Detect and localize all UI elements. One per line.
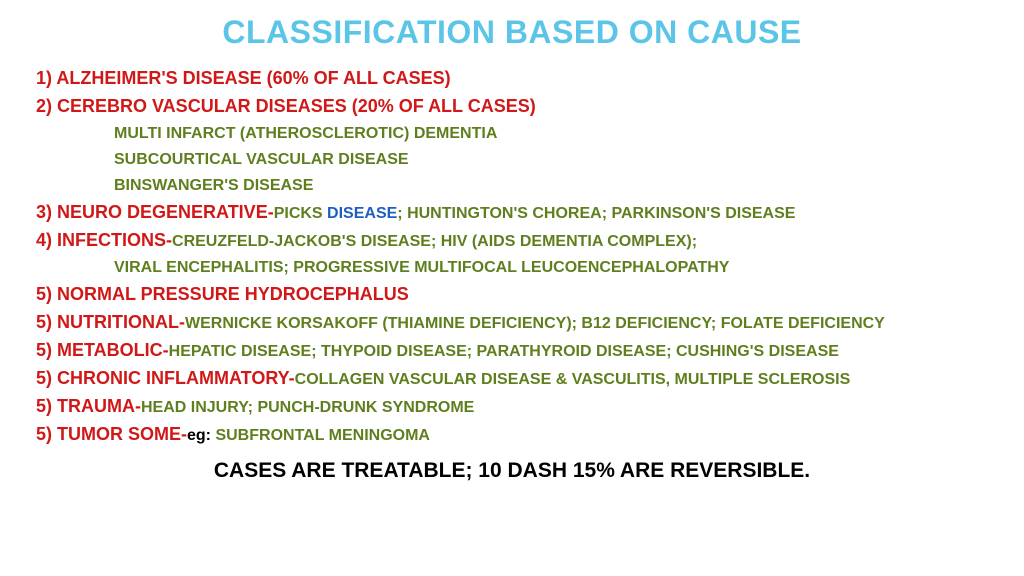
text-segment: PICKS <box>274 205 327 222</box>
main-line: 4) INFECTIONS-CREUZFELD-JACKOB'S DISEASE… <box>36 227 988 255</box>
text-segment: MULTI INFARCT (ATHEROSCLEROTIC) DEMENTIA <box>114 125 497 142</box>
main-line: 1) ALZHEIMER'S DISEASE (60% OF ALL CASES… <box>36 65 988 93</box>
text-segment: 5) NUTRITIONAL- <box>36 312 185 332</box>
main-line: 5) CHRONIC INFLAMMATORY-COLLAGEN VASCULA… <box>36 365 988 393</box>
text-segment: CREUZFELD-JACKOB'S DISEASE; HIV (AIDS DE… <box>172 233 697 250</box>
text-segment: 4) INFECTIONS- <box>36 230 172 250</box>
sub-line: BINSWANGER'S DISEASE <box>36 173 988 199</box>
main-line: 5) NORMAL PRESSURE HYDROCEPHALUS <box>36 281 988 309</box>
text-segment: ; HUNTINGTON'S CHOREA; PARKINSON'S DISEA… <box>397 205 795 222</box>
text-segment: DISEASE <box>327 205 397 222</box>
sub-line: SUBCOURTICAL VASCULAR DISEASE <box>36 147 988 173</box>
text-segment: 5) NORMAL PRESSURE HYDROCEPHALUS <box>36 284 409 304</box>
text-segment: SUBFRONTAL MENINGOMA <box>215 427 430 444</box>
text-segment: BINSWANGER'S DISEASE <box>114 177 313 194</box>
footer-note: CASES ARE TREATABLE; 10 DASH 15% ARE REV… <box>36 459 988 483</box>
sub-line: MULTI INFARCT (ATHEROSCLEROTIC) DEMENTIA <box>36 121 988 147</box>
text-segment: 5) TRAUMA- <box>36 396 141 416</box>
main-line: 2) CEREBRO VASCULAR DISEASES (20% OF ALL… <box>36 93 988 121</box>
text-segment: 2) CEREBRO VASCULAR DISEASES (20% OF ALL… <box>36 96 536 116</box>
text-segment: eg: <box>187 427 215 444</box>
text-segment: 5) TUMOR SOME- <box>36 424 187 444</box>
text-segment: 5) CHRONIC INFLAMMATORY- <box>36 368 295 388</box>
text-segment: WERNICKE KORSAKOFF (THIAMINE DEFICIENCY)… <box>185 315 885 332</box>
main-line: 5) METABOLIC-HEPATIC DISEASE; THYPOID DI… <box>36 337 988 365</box>
text-segment: SUBCOURTICAL VASCULAR DISEASE <box>114 151 409 168</box>
main-line: 5) NUTRITIONAL-WERNICKE KORSAKOFF (THIAM… <box>36 309 988 337</box>
main-line: 3) NEURO DEGENERATIVE-PICKS DISEASE; HUN… <box>36 199 988 227</box>
text-segment: 1) ALZHEIMER'S DISEASE (60% OF ALL CASES… <box>36 68 451 88</box>
text-segment: 3) NEURO DEGENERATIVE- <box>36 202 274 222</box>
text-segment: HEAD INJURY; PUNCH-DRUNK SYNDROME <box>141 399 474 416</box>
slide-container: CLASSIFICATION BASED ON CAUSE 1) ALZHEIM… <box>0 0 1024 483</box>
sub-line: VIRAL ENCEPHALITIS; PROGRESSIVE MULTIFOC… <box>36 255 988 281</box>
text-segment: HEPATIC DISEASE; THYPOID DISEASE; PARATH… <box>169 343 839 360</box>
slide-title: CLASSIFICATION BASED ON CAUSE <box>36 14 988 51</box>
text-segment: COLLAGEN VASCULAR DISEASE & VASCULITIS, … <box>295 371 851 388</box>
main-line: 5) TRAUMA-HEAD INJURY; PUNCH-DRUNK SYNDR… <box>36 393 988 421</box>
text-segment: VIRAL ENCEPHALITIS; PROGRESSIVE MULTIFOC… <box>114 259 729 276</box>
body-list: 1) ALZHEIMER'S DISEASE (60% OF ALL CASES… <box>36 65 988 449</box>
main-line: 5) TUMOR SOME-eg: SUBFRONTAL MENINGOMA <box>36 421 988 449</box>
text-segment: 5) METABOLIC- <box>36 340 169 360</box>
